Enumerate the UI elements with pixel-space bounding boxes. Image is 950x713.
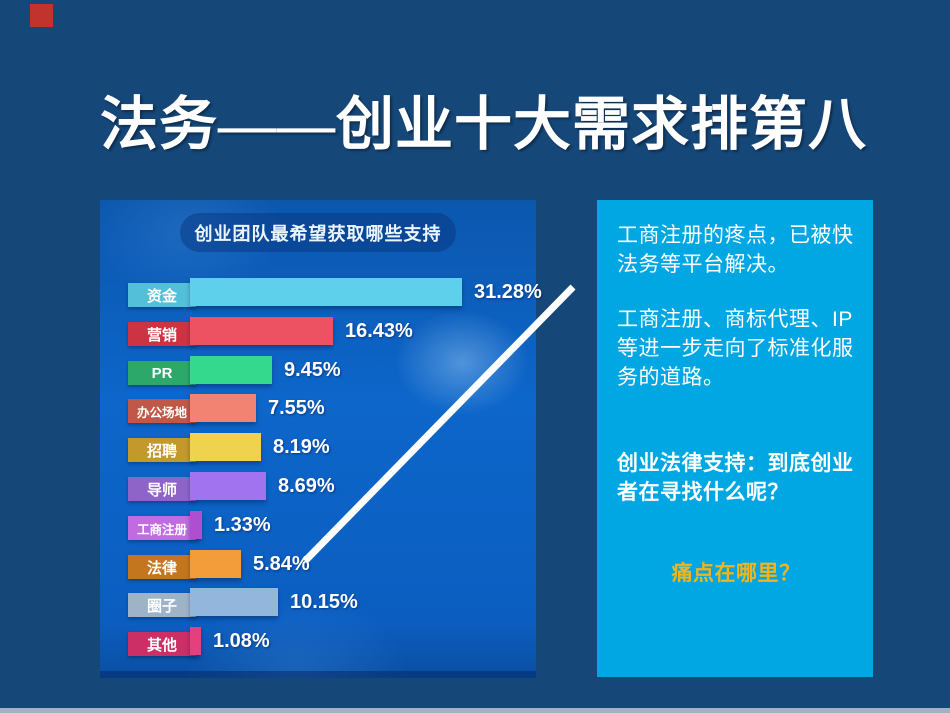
chart-value-label: 8.19% bbox=[273, 436, 330, 458]
chart-row-10: 其他 1.08% bbox=[100, 627, 536, 657]
chart-value-label: 1.08% bbox=[213, 630, 270, 652]
chart-bar bbox=[190, 356, 272, 384]
chart-value-label: 1.33% bbox=[214, 514, 271, 536]
chart-row-8: 法律 5.84% bbox=[100, 550, 536, 580]
chart-category-tag: 工商注册 bbox=[128, 516, 196, 540]
bottom-edge-strip bbox=[0, 708, 950, 713]
chart-row-4: 办公场地 7.55% bbox=[100, 394, 536, 424]
chart-title-bubble: 创业团队最希望获取哪些支持 bbox=[180, 213, 456, 252]
chart-value-label: 9.45% bbox=[284, 359, 341, 381]
chart-row-6: 导师 8.69% bbox=[100, 472, 536, 502]
slide-title: 法务——创业十大需求排第八 bbox=[100, 91, 868, 157]
commentary-box: 工商注册的疼点，已被快法务等平台解决。 工商注册、商标代理、IP等进一步走向了标… bbox=[597, 200, 873, 677]
chart-value-label: 10.15% bbox=[290, 591, 358, 613]
chart-category-tag: 营销 bbox=[128, 322, 196, 346]
chart-bar bbox=[190, 317, 333, 345]
chart-row-1: 资金 31.28% bbox=[100, 278, 542, 308]
chart-category-tag: 法律 bbox=[128, 555, 196, 579]
chart-category-tag: PR bbox=[128, 361, 196, 385]
chart-category-tag: 招聘 bbox=[128, 438, 196, 462]
chart-value-label: 8.69% bbox=[278, 475, 335, 497]
chart-bottom-strip bbox=[100, 671, 536, 678]
pain-point-highlight: 痛点在哪里？ bbox=[671, 562, 801, 585]
commentary-paragraph-2: 工商注册、商标代理、IP等进一步走向了标准化服务的道路。 bbox=[617, 308, 854, 389]
chart-row-2: 营销 16.43% bbox=[100, 317, 536, 347]
chart-row-3: PR 9.45% bbox=[100, 356, 536, 386]
chart-bar bbox=[190, 550, 241, 578]
chart-bar bbox=[190, 433, 261, 461]
chart-value-label: 16.43% bbox=[345, 320, 413, 342]
chart-category-tag: 圈子 bbox=[128, 593, 196, 617]
chart-value-label: 5.84% bbox=[253, 553, 310, 575]
commentary-paragraph-3: 创业法律支持：到底创业者在寻找什么呢？ bbox=[617, 452, 854, 504]
accent-square bbox=[30, 4, 53, 27]
commentary-paragraph-1: 工商注册的疼点，已被快法务等平台解决。 bbox=[617, 224, 854, 276]
chart-category-tag: 资金 bbox=[128, 283, 196, 307]
chart-category-tag: 其他 bbox=[128, 632, 196, 656]
chart-row-7: 工商注册 1.33% bbox=[100, 511, 536, 541]
chart-bar bbox=[190, 511, 202, 539]
chart-rows: 资金 31.28% 营销 16.43% PR 9.45% 办公场地 7.55% 招聘 8.19% 导… bbox=[100, 264, 542, 664]
bar-chart-panel: 创业团队最希望获取哪些支持 资金 31.28% 营销 16.43% PR 9.45% 办公场… bbox=[100, 200, 542, 678]
chart-bar bbox=[190, 588, 278, 616]
chart-row-9: 圈子 10.15% bbox=[100, 588, 536, 618]
chart-category-tag: 导师 bbox=[128, 477, 196, 501]
chart-category-tag: 办公场地 bbox=[128, 399, 196, 423]
chart-bar bbox=[190, 472, 266, 500]
chart-bar bbox=[190, 627, 201, 655]
chart-row-5: 招聘 8.19% bbox=[100, 433, 536, 463]
chart-value-label: 7.55% bbox=[268, 397, 325, 419]
chart-bar bbox=[190, 394, 256, 422]
chart-title: 创业团队最希望获取哪些支持 bbox=[194, 223, 442, 244]
chart-value-label: 31.28% bbox=[474, 281, 542, 303]
chart-bar bbox=[190, 278, 462, 306]
